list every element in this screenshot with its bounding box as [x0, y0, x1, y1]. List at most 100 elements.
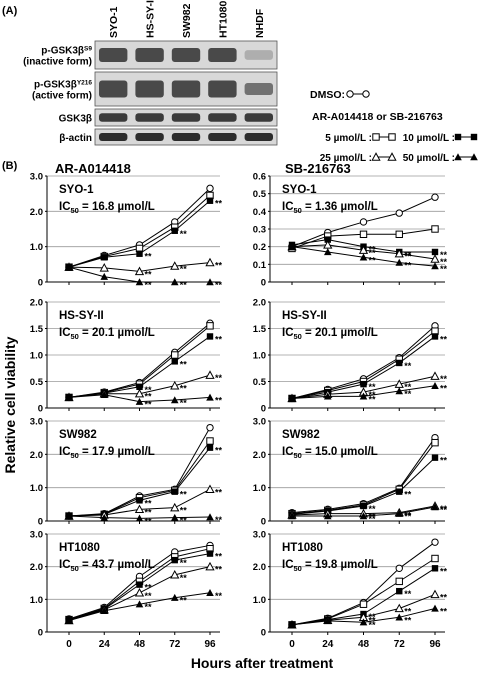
blot-band: [99, 48, 128, 62]
chart-panel: 0 1.0 2.0 3.0 0 24 48 72 96 HT1080 IC50 = 43.7 µmo…: [30, 530, 223, 651]
ic50-label: IC50 = 1.36 µmol/L: [282, 201, 378, 215]
data-point: [358, 245, 369, 254]
significance-mark: **: [180, 398, 188, 408]
significance-mark: **: [215, 552, 223, 562]
series-filled-square: [288, 454, 439, 518]
data-point: [171, 227, 178, 234]
x-tick-label: 24: [99, 639, 111, 650]
blot-band: [244, 133, 273, 141]
data-point: [395, 613, 404, 621]
y-tick-label: 1.0: [253, 483, 266, 494]
significance-mark: **: [215, 280, 223, 290]
data-point: [360, 502, 367, 510]
data-point: [170, 502, 180, 512]
legend-marker: [470, 153, 478, 161]
ic50-label: IC50 = 19.8 µmol/L: [282, 559, 378, 573]
blot-band: [99, 80, 128, 98]
chart-panel: 0 0.5 1.0 1.5 2.0 HS-SY-II IC50 = 20.1 µmol/L *…: [30, 298, 223, 415]
y-tick-label: 3.0: [253, 417, 266, 428]
data-point: [65, 393, 73, 401]
data-point: [431, 565, 439, 572]
data-point: [205, 561, 215, 571]
lane-label: HT1080: [217, 0, 229, 38]
ic50-label: IC50 = 17.9 µmol/L: [59, 446, 155, 460]
ic50-value: = 20.1 µmol/L: [302, 327, 378, 339]
significance-mark: **: [145, 516, 153, 526]
ic50-label: IC50 = 16.8 µmol/L: [59, 201, 155, 215]
data-point: [170, 278, 179, 286]
y-tick-label: 0.5: [253, 377, 267, 388]
significance-mark: **: [404, 361, 412, 371]
ic50-subscript: 50: [294, 451, 302, 460]
data-point: [65, 263, 73, 271]
legend-marker: [387, 152, 397, 161]
x-tick-label: 96: [204, 639, 216, 650]
y-tick-label: 0: [261, 628, 266, 639]
significance-mark: **: [215, 487, 223, 497]
lane-label: SYO-1: [108, 6, 120, 38]
data-point: [431, 262, 439, 270]
x-tick-label: 0: [289, 639, 295, 650]
significance-mark: **: [180, 516, 188, 526]
y-tick-label: 0: [38, 517, 43, 528]
data-point: [134, 266, 145, 276]
legend-marker: [372, 133, 380, 141]
ic50-prefix: IC: [59, 201, 71, 213]
blot-row-label-sup: S9: [84, 45, 92, 52]
y-tick-label: 0.3: [253, 225, 266, 236]
data-point: [134, 388, 145, 398]
col-title: SB-216763: [285, 161, 351, 176]
significance-mark: **: [440, 606, 448, 616]
significance-mark: **: [145, 507, 153, 517]
data-point: [359, 253, 368, 261]
data-point: [206, 423, 214, 432]
data-point: [395, 230, 403, 239]
blot-band: [99, 133, 128, 141]
cell-line-label: HS-SY-II: [282, 310, 327, 322]
data-point: [136, 581, 143, 588]
data-point: [394, 603, 404, 613]
significance-mark: **: [180, 596, 188, 606]
series-open-triangle: [64, 257, 215, 276]
blot-row-label: p-GSK3βS9: [41, 45, 92, 57]
data-point: [100, 390, 109, 398]
significance-mark: **: [180, 229, 188, 239]
data-point: [288, 621, 296, 629]
data-point: [206, 322, 214, 330]
data-point: [170, 380, 180, 390]
data-point: [136, 497, 143, 504]
data-point: [431, 554, 439, 563]
series-filled-triangle: [65, 589, 214, 624]
data-point: [288, 242, 296, 250]
y-tick-label: 2.0: [253, 450, 266, 461]
significance-mark: **: [215, 395, 223, 405]
y-tick-label: 2.0: [30, 450, 43, 461]
ic50-prefix: IC: [282, 201, 294, 213]
blot-band: [208, 113, 237, 122]
significance-mark: **: [145, 252, 153, 262]
chart-panel: 0 0.5 1.0 1.5 2.0 HS-SY-II IC50 = 20.1 µmol/L *…: [253, 298, 448, 415]
data-point: [135, 514, 144, 522]
significance-mark: **: [404, 252, 412, 262]
blot-row-label: GSK3β: [59, 114, 92, 125]
data-point: [395, 387, 404, 395]
legend-dose-5: 5 µmol/L :: [325, 133, 372, 144]
y-tick-label: 0.2: [253, 242, 266, 253]
legend-dose-50: 50 µmol/L :: [403, 153, 455, 164]
data-point: [396, 359, 403, 367]
blot-band: [208, 80, 237, 98]
data-point: [135, 397, 144, 405]
data-point: [395, 258, 404, 266]
x-tick-label: 72: [394, 639, 406, 650]
series-open-triangle: [64, 561, 215, 625]
significance-mark: **: [440, 384, 448, 394]
significance-mark: **: [440, 456, 448, 466]
y-tick-label: 0: [261, 278, 266, 289]
data-point: [136, 250, 143, 257]
y-tick-label: 2.0: [30, 298, 43, 309]
significance-mark: **: [404, 511, 412, 521]
data-point: [430, 589, 440, 599]
